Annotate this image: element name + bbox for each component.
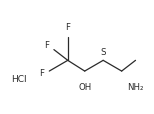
Text: NH₂: NH₂ (127, 82, 144, 91)
Text: F: F (44, 41, 49, 50)
Text: S: S (100, 47, 106, 56)
Text: F: F (39, 69, 44, 77)
Text: HCl: HCl (11, 75, 26, 83)
Text: F: F (65, 23, 70, 32)
Text: OH: OH (78, 82, 91, 91)
